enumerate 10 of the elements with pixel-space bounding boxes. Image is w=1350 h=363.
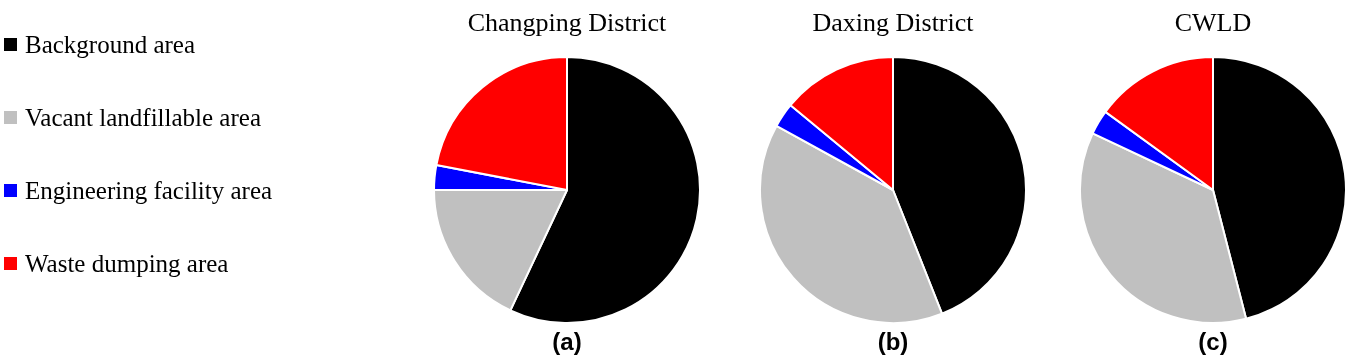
chart-title: Daxing District [811, 8, 975, 38]
legend-label: Background area [25, 30, 196, 59]
legend-label: Waste dumping area [25, 249, 229, 278]
text: (a) [551, 328, 583, 356]
text: (b) [876, 328, 910, 356]
chart-title: Changping District [466, 8, 668, 38]
chart-title: CWLD [1173, 8, 1253, 38]
legend-label: Engineering facility area [25, 176, 273, 205]
text: (c) [1197, 328, 1229, 356]
legend-label: Vacant landfillable area [25, 103, 261, 132]
